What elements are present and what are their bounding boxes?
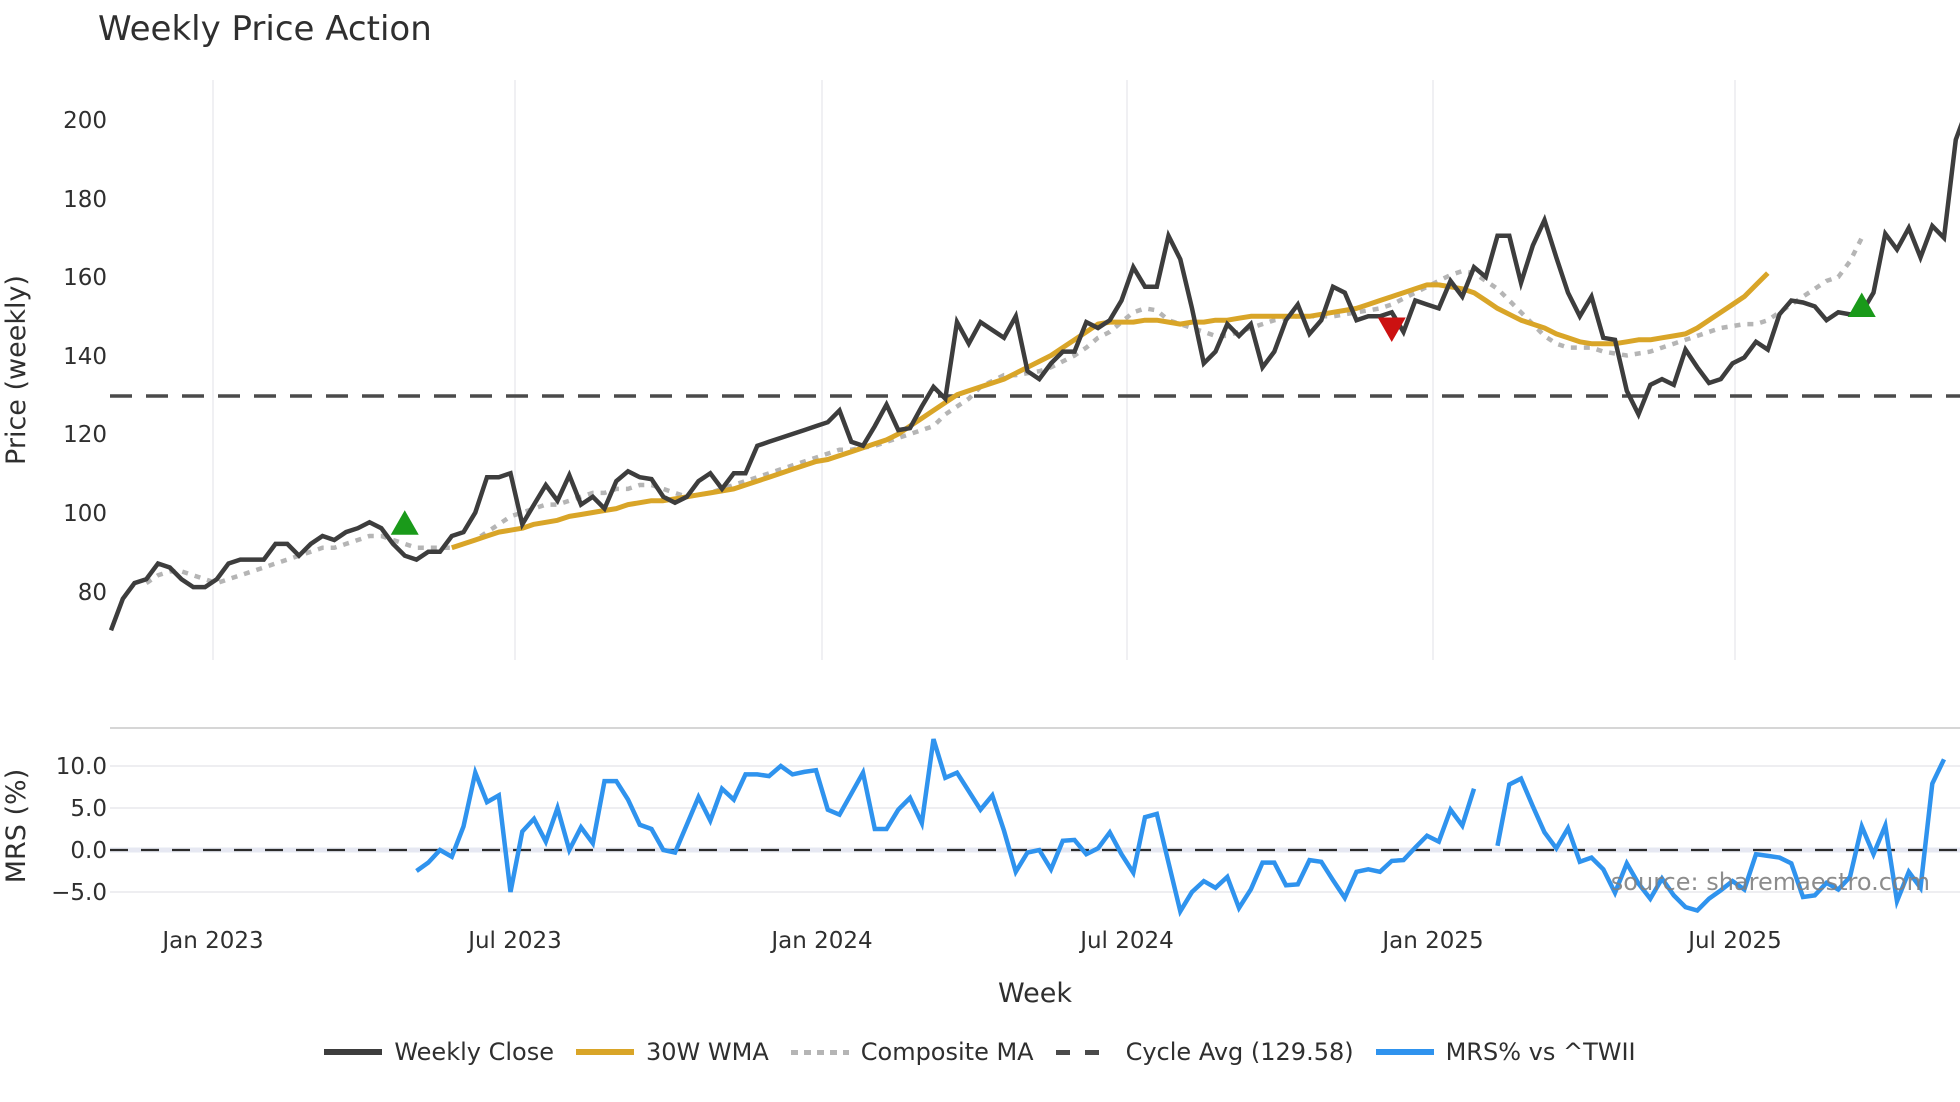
x-tick-jan-2023: Jan 2023 (160, 928, 263, 954)
price-tick-180: 180 (63, 187, 107, 213)
legend-label: Weekly Close (394, 1038, 554, 1066)
price-gridlines (212, 80, 1736, 660)
mrs-tick-0: 0.0 (70, 838, 107, 864)
price-tick-200: 200 (63, 108, 107, 134)
mrs-tick-5: 5.0 (70, 796, 107, 822)
x-tick-jan-2024: Jan 2024 (769, 928, 872, 954)
signal-markers (390, 292, 1876, 535)
mrs-y-ticks: 10.0 5.0 0.0 −5.0 (51, 754, 107, 906)
mrs-y-axis-label: MRS (%) (1, 769, 32, 884)
wma-30w-line (451, 271, 1770, 551)
composite-ma-line (145, 236, 1864, 586)
x-axis-label: Week (998, 978, 1072, 1009)
cycle-avg-swatch-icon (1055, 1049, 1114, 1055)
legend: Weekly Close 30W WMA Composite MA Cycle … (0, 1034, 1960, 1070)
price-tick-100: 100 (63, 501, 107, 527)
chart-title: Weekly Price Action (98, 9, 432, 49)
price-tick-160: 160 (63, 265, 107, 291)
mrs-swatch-icon (1375, 1049, 1434, 1055)
price-tick-140: 140 (63, 344, 107, 370)
weekly-close-swatch-icon (324, 1049, 383, 1055)
price-y-axis-label: Price (weekly) (1, 275, 32, 465)
x-tick-jul-2024: Jul 2024 (1078, 928, 1174, 954)
price-y-ticks: 200 180 160 140 120 100 80 (63, 108, 107, 606)
legend-item-mrs[interactable]: MRS% vs ^TWII (1375, 1038, 1636, 1066)
price-tick-80: 80 (78, 580, 107, 606)
source-watermark: source: sharemaestro.com (1611, 868, 1930, 896)
legend-item-composite-ma[interactable]: Composite MA (790, 1038, 1034, 1066)
mrs-tick-neg5: −5.0 (51, 880, 107, 906)
legend-label: MRS% vs ^TWII (1445, 1038, 1636, 1066)
legend-label: Cycle Avg (129.58) (1125, 1038, 1354, 1066)
weekly-close-line (108, 121, 1960, 632)
legend-item-wma[interactable]: 30W WMA (575, 1038, 769, 1066)
wma-swatch-icon (575, 1049, 634, 1055)
x-tick-jul-2025: Jul 2025 (1686, 928, 1782, 954)
composite-ma-swatch-icon (790, 1049, 849, 1055)
legend-label: Composite MA (860, 1038, 1034, 1066)
x-tick-jan-2025: Jan 2025 (1380, 928, 1483, 954)
x-tick-jul-2023: Jul 2023 (466, 928, 562, 954)
legend-item-cycle-avg[interactable]: Cycle Avg (129.58) (1055, 1038, 1354, 1066)
legend-item-weekly-close[interactable]: Weekly Close (324, 1038, 554, 1066)
price-tick-120: 120 (63, 422, 107, 448)
x-ticks: Jan 2023 Jul 2023 Jan 2024 Jul 2024 Jan … (160, 928, 1781, 954)
legend-label: 30W WMA (645, 1038, 769, 1066)
mrs-line (415, 738, 1947, 918)
mrs-tick-10: 10.0 (56, 754, 107, 780)
